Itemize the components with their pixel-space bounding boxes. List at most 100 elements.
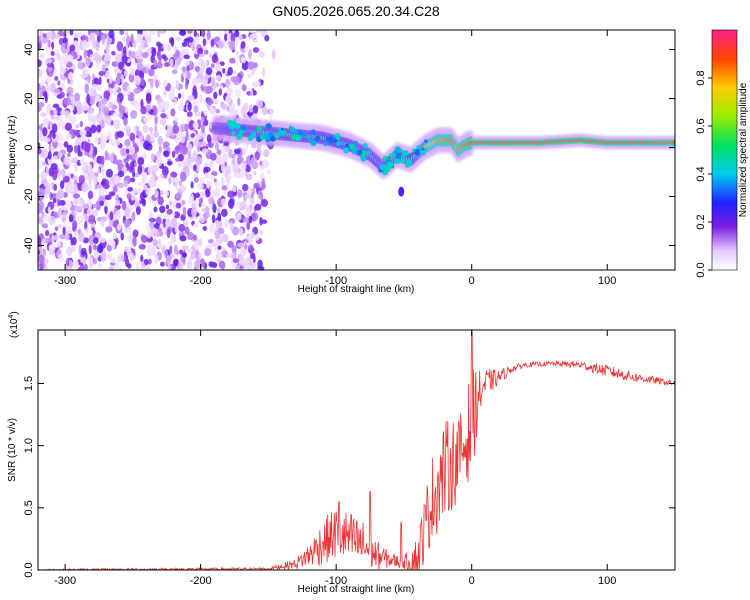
spectrogram-cell (215, 63, 222, 72)
ridge-point (402, 150, 409, 156)
spectrogram-cell (259, 216, 263, 226)
spectrogram-cell (67, 71, 74, 81)
snr-frame (37, 329, 676, 571)
spectrogram-cell (181, 66, 187, 73)
spectrogram-cell (166, 160, 173, 166)
spectrogram-cell (193, 30, 197, 37)
spectrogram-cell (141, 51, 149, 59)
spectrogram-noise (38, 30, 277, 270)
spectrogram-cell (159, 205, 166, 214)
spectrogram-cell (82, 102, 89, 111)
spectrogram-cell (179, 249, 184, 255)
spectrogram-cell (210, 63, 215, 69)
spectrogram-cell (104, 204, 108, 215)
spectrogram-cell (61, 215, 66, 223)
spectrogram-cell (52, 103, 60, 109)
spectrogram-cell (77, 61, 84, 70)
spectrogram-cell (246, 111, 254, 117)
spectrogram-cell (157, 196, 164, 206)
spectrogram-cell (162, 79, 168, 87)
spectrogram-cell (87, 111, 92, 123)
spectrogram-cell (97, 168, 101, 175)
spectrogram-cell (129, 109, 138, 119)
spectrogram-cell (186, 111, 193, 118)
spectrogram-cell (135, 172, 140, 178)
ridge-point (366, 150, 371, 155)
spectrogram-cell (74, 92, 81, 103)
spectrogram-cell (157, 135, 163, 146)
spectrogram-cell (244, 109, 248, 120)
spectrogram-cell (197, 56, 203, 66)
spectrogram-cell (153, 130, 159, 138)
ridge-point (240, 125, 247, 131)
spectrogram-cell (73, 197, 80, 206)
spectrogram-cell (54, 75, 59, 82)
spectrogram-cell (187, 101, 192, 112)
spectrogram-cell (38, 153, 42, 159)
spectrogram-cell (54, 234, 60, 241)
colorbar-gradient (711, 29, 738, 271)
spectrogram-cell (231, 245, 237, 253)
spectrogram-cell (237, 156, 244, 163)
spectrogram-cell (217, 207, 221, 215)
spectrogram-cell (57, 136, 65, 142)
spectrogram-cell (47, 67, 53, 72)
ridge-point (231, 130, 236, 136)
spectrogram-cell (92, 244, 97, 251)
spectrogram-cell (94, 136, 100, 145)
spectrogram-cell (38, 39, 42, 51)
spectrogram-cell (132, 236, 137, 247)
spectrogram-cell (44, 84, 51, 92)
spectrogram-cell (247, 73, 252, 79)
spectrogram-cell (95, 184, 103, 189)
spectrogram-cell (100, 103, 104, 114)
spectrogram-cell (168, 200, 173, 206)
y-tick-label: -40 (23, 238, 35, 254)
spectrogram-cell (227, 66, 233, 76)
spectrogram-cell (207, 196, 215, 205)
spectrogram-cell (215, 108, 221, 114)
spectrogram-cell (225, 252, 232, 258)
spectrogram-cell (47, 206, 51, 214)
spectrogram-cell (236, 212, 242, 221)
spectrogram-cell (246, 221, 251, 231)
spectrogram-cell (60, 57, 66, 64)
spectrogram-cell (246, 258, 253, 264)
spectrogram-cell (131, 211, 136, 222)
spectrogram-cell (238, 227, 244, 237)
spectrogram-cell (229, 40, 236, 51)
spectrogram-cell (66, 144, 74, 153)
spectrogram-cell (229, 221, 234, 232)
spectrogram-cell (177, 93, 182, 99)
spectrogram-cell (145, 34, 152, 44)
spectrogram-cell (245, 142, 249, 151)
spectrogram-cell (48, 167, 55, 177)
spectrogram-cell (228, 108, 236, 114)
spectrogram-cell (130, 252, 134, 261)
spectrogram-cell (222, 167, 226, 178)
spectrogram-cell (42, 249, 47, 257)
spectrogram-cell (214, 143, 220, 151)
spectrogram-cell (129, 132, 136, 142)
spectrogram-cell (208, 160, 214, 168)
spectrogram-cell (44, 258, 49, 264)
spectrogram-cell (148, 68, 155, 77)
ridge-point (310, 140, 317, 147)
spectrogram-cell (215, 251, 223, 260)
spectrogram-cell (145, 104, 152, 112)
spectrogram-cell (48, 248, 55, 256)
spectrogram-cell (113, 66, 119, 73)
spectrogram-cell (59, 143, 64, 149)
spectrogram-cell (208, 175, 216, 180)
spectrogram-ridge (210, 114, 675, 197)
spectrogram-cell (190, 254, 197, 260)
spectrogram-cell (64, 122, 73, 131)
spectrogram-cell (113, 89, 117, 97)
spectrogram-cell (181, 90, 185, 101)
spectrogram-cell (38, 254, 45, 263)
spectrogram-cell (72, 193, 81, 199)
spectrogram-cell (106, 47, 110, 56)
spectrogram-cell (171, 150, 176, 158)
spectrogram-cell (225, 78, 231, 89)
spectrogram-cell (45, 237, 52, 243)
